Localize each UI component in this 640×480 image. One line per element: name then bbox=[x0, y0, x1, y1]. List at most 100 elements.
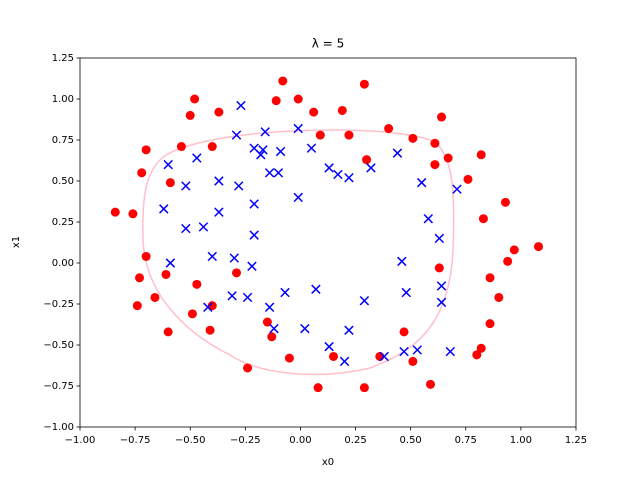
cross-stroke bbox=[273, 168, 284, 178]
y-tick-label: 1.00 bbox=[52, 94, 74, 105]
x-axis-label: x0 bbox=[322, 457, 334, 468]
circle-point bbox=[430, 160, 440, 170]
cross-stroke bbox=[249, 199, 259, 209]
cross-stroke bbox=[247, 261, 257, 272]
cross-stroke bbox=[214, 176, 224, 186]
circle-point bbox=[141, 251, 151, 261]
cross-stroke bbox=[392, 148, 403, 158]
circle-point bbox=[476, 343, 486, 353]
cross-stroke bbox=[397, 256, 407, 267]
cross-point bbox=[203, 302, 213, 313]
cross-stroke bbox=[436, 281, 447, 291]
circle-point bbox=[430, 138, 440, 148]
cross-point bbox=[359, 295, 370, 306]
circle-point bbox=[437, 112, 447, 122]
circle-point bbox=[187, 309, 197, 319]
y-tick-label: −0.25 bbox=[43, 299, 74, 310]
cross-stroke bbox=[412, 345, 423, 355]
cross-point bbox=[311, 284, 321, 294]
cross-stroke bbox=[359, 295, 370, 306]
cross-point bbox=[249, 230, 259, 240]
circle-point bbox=[214, 107, 224, 117]
circle-point bbox=[500, 197, 510, 207]
cross-stroke bbox=[181, 181, 191, 191]
cross-stroke bbox=[293, 123, 303, 134]
circle-point bbox=[284, 353, 294, 363]
cross-point bbox=[229, 253, 240, 263]
y-tick-label: 1.25 bbox=[52, 53, 74, 64]
circle-point bbox=[205, 325, 215, 335]
cross-point bbox=[249, 199, 259, 209]
circle-point bbox=[135, 273, 145, 283]
cross-point bbox=[214, 176, 224, 186]
circle-point bbox=[337, 105, 347, 115]
cross-point bbox=[339, 356, 350, 367]
x-tick-label: 0.25 bbox=[344, 435, 366, 446]
cross-stroke bbox=[399, 346, 409, 357]
x-tick-label: −0.25 bbox=[230, 435, 261, 446]
circle-point bbox=[362, 155, 372, 165]
circle-point bbox=[232, 268, 242, 278]
circle-point bbox=[329, 351, 339, 361]
cross-stroke bbox=[275, 146, 286, 157]
circle-point bbox=[207, 142, 217, 152]
cross-stroke bbox=[401, 287, 411, 298]
y-tick-label: 0.75 bbox=[52, 135, 74, 146]
cross-point bbox=[412, 345, 423, 355]
y-tick-label: 0.50 bbox=[52, 176, 74, 187]
y-tick-label: 0.25 bbox=[52, 217, 74, 228]
cross-point bbox=[181, 181, 191, 191]
cross-stroke bbox=[203, 302, 213, 313]
cross-point bbox=[333, 169, 343, 180]
circle-point bbox=[408, 133, 418, 143]
y-tick-label: 0.00 bbox=[52, 258, 74, 269]
cross-stroke bbox=[231, 130, 242, 140]
cross-point bbox=[198, 222, 209, 232]
cross-point bbox=[163, 159, 173, 170]
cross-point bbox=[165, 258, 176, 268]
cross-point bbox=[192, 153, 202, 163]
circle-point bbox=[399, 327, 409, 337]
chart-title: λ = 5 bbox=[312, 37, 344, 51]
cross-stroke bbox=[198, 222, 209, 232]
circle-point bbox=[309, 107, 319, 117]
x-tick-label: 1.00 bbox=[510, 435, 532, 446]
circle-point bbox=[176, 142, 186, 152]
cross-stroke bbox=[258, 145, 268, 155]
circle-point bbox=[494, 292, 504, 302]
circle-point bbox=[534, 242, 544, 252]
circle-point bbox=[384, 124, 394, 134]
circle-point bbox=[359, 79, 369, 89]
cross-stroke bbox=[163, 159, 173, 170]
cross-stroke bbox=[344, 325, 354, 335]
circle-point bbox=[359, 383, 369, 393]
cross-stroke bbox=[300, 323, 310, 334]
circle-point bbox=[190, 94, 200, 104]
cross-point bbox=[275, 146, 286, 157]
x-tick-label: −1.00 bbox=[65, 435, 96, 446]
cross-point bbox=[242, 292, 253, 303]
cross-point bbox=[379, 351, 389, 362]
circle-point bbox=[315, 130, 325, 140]
cross-point bbox=[227, 291, 237, 301]
x-tick-label: 0.75 bbox=[455, 435, 477, 446]
circle-point bbox=[243, 363, 253, 373]
cross-stroke bbox=[436, 297, 447, 308]
x-tick-label: −0.50 bbox=[175, 435, 206, 446]
y-tick-label: −0.75 bbox=[43, 381, 74, 392]
cross-point bbox=[280, 287, 290, 298]
circle-point bbox=[293, 94, 303, 104]
circle-point bbox=[476, 150, 486, 160]
circle-point bbox=[185, 110, 195, 120]
cross-stroke bbox=[452, 184, 462, 194]
cross-stroke bbox=[324, 163, 334, 173]
cross-stroke bbox=[192, 153, 202, 163]
cross-stroke bbox=[264, 168, 275, 178]
cross-point bbox=[436, 281, 447, 291]
cross-stroke bbox=[256, 150, 266, 160]
circle-point bbox=[434, 263, 444, 273]
cross-point bbox=[181, 223, 191, 234]
cross-point bbox=[214, 207, 224, 217]
